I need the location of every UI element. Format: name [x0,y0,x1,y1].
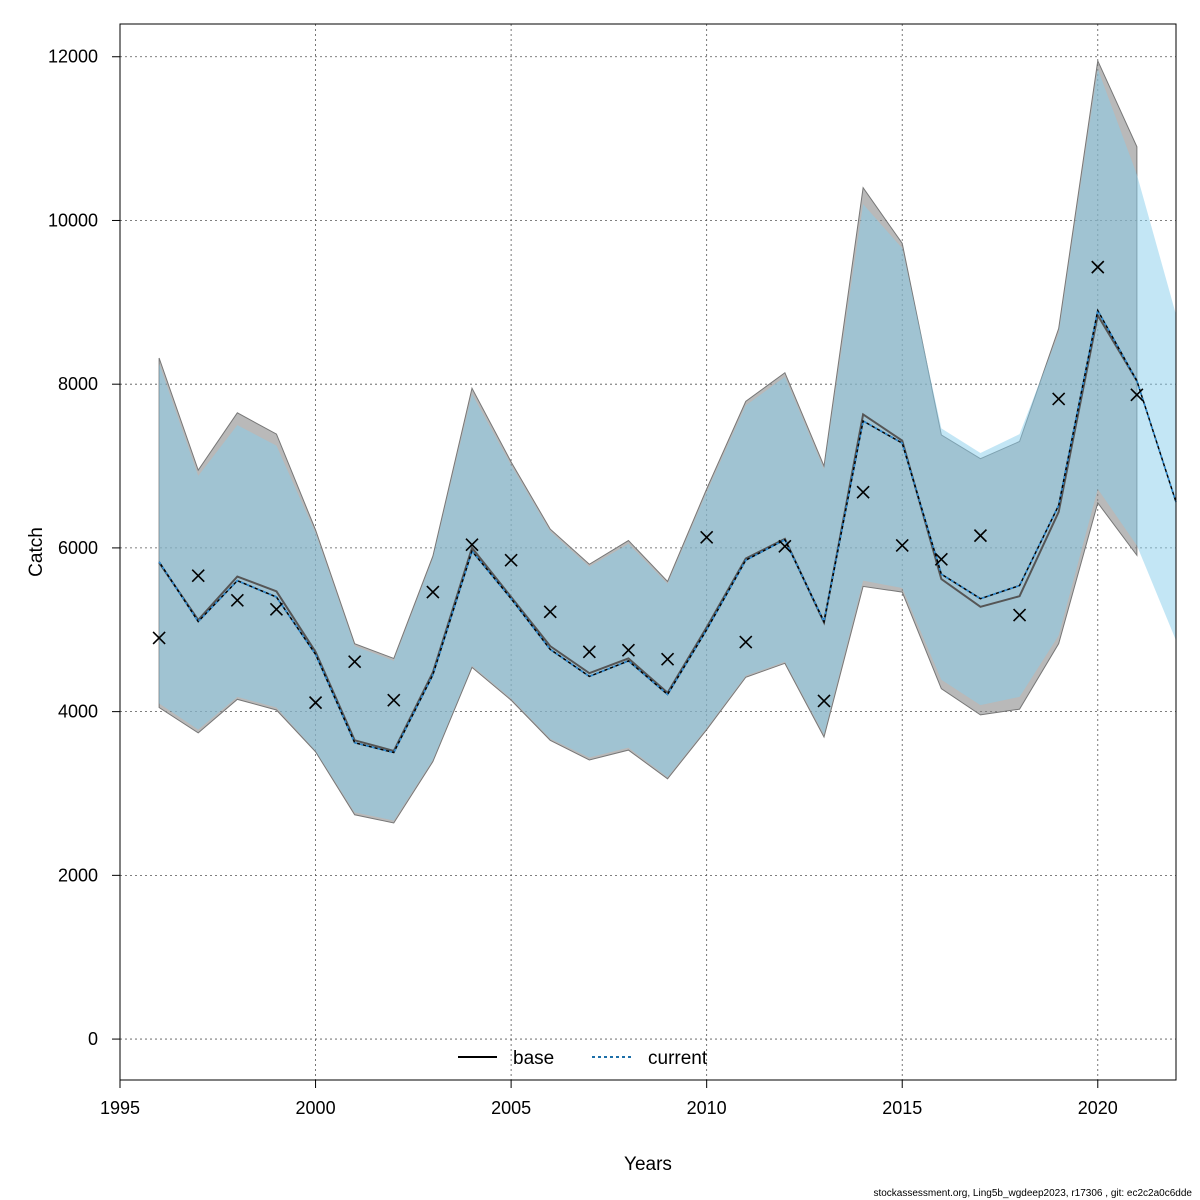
observed-point [856,485,870,499]
observed-point [895,538,909,553]
observed-point [582,645,596,659]
observed-markers [152,260,1144,710]
observed-point [1012,608,1027,622]
observed-point [973,529,988,543]
observed-point [191,569,205,583]
observed-point-stroke [543,605,557,619]
x-axis-title: Years [624,1154,672,1175]
observed-point [621,643,636,657]
observed-point-stroke [778,539,792,553]
observed-point-stroke [504,553,518,567]
observed-point-stroke [660,652,675,666]
observed-point [387,693,401,707]
y-tick-label: 4000 [58,702,98,722]
observed-point-stroke [934,552,948,566]
y-tick-label: 8000 [58,374,98,394]
footer-credit: stockassessment.org, Ling5b_wgdeep2023, … [873,1188,1192,1199]
x-tick-label: 2000 [296,1098,336,1118]
observed-point-stroke [191,569,205,583]
observed-point [230,593,244,607]
legend-label-current: current [648,1048,708,1069]
observed-point-stroke [856,485,870,499]
y-tick-label: 6000 [58,538,98,558]
observed-point-stroke [1091,260,1105,274]
y-tick-label: 2000 [58,865,98,885]
observed-point [1091,260,1105,274]
observed-point [700,530,714,544]
observed-point [778,539,792,553]
observed-point-stroke [426,585,440,599]
observed-point-stroke [973,529,988,543]
observed-point-stroke [1130,388,1144,402]
observed-point-stroke [895,538,909,553]
legend-label-base: base [513,1048,554,1069]
observed-point [426,585,440,599]
observed-point-stroke [387,693,401,707]
y-tick-label: 10000 [48,210,98,230]
observed-point-stroke [1052,392,1066,406]
observed-point [817,694,831,708]
observed-point [308,696,323,710]
observed-point [739,635,753,649]
band-current [159,69,1177,821]
observed-point-stroke [739,635,753,649]
observed-point [504,553,518,567]
x-axis: 1995 2000 2005 2010 2015 2020 [100,1079,1118,1118]
y-axis: 0 2000 4000 6000 8000 10000 12000 [48,47,120,1049]
observed-point [152,631,166,645]
confidence-bands [158,59,1177,824]
x-tick-label: 2010 [687,1098,727,1118]
observed-point-stroke [817,694,831,708]
observed-point-stroke [621,643,636,657]
observed-point-stroke [582,645,596,659]
observed-point-stroke [348,655,362,669]
y-tick-label: 12000 [48,47,98,67]
observed-point [660,652,675,666]
line-current [158,308,1177,754]
series-lines [158,308,1177,754]
line-base [158,312,1138,753]
observed-point-stroke [152,631,166,645]
observed-point-stroke [230,593,244,607]
observed-point-stroke [465,538,479,552]
y-tick-label: 0 [88,1029,98,1049]
observed-point [348,655,362,669]
y-axis-title: Catch [26,527,47,577]
x-tick-label: 2020 [1078,1098,1118,1118]
observed-point [543,605,557,619]
observed-point [1052,392,1066,406]
observed-point [1130,388,1144,402]
observed-point [269,602,284,616]
observed-point-stroke [269,602,284,616]
observed-point-stroke [1012,608,1027,622]
observed-point [465,538,479,552]
x-tick-label: 1995 [100,1098,140,1118]
x-tick-label: 2015 [882,1098,922,1118]
legend: base current [458,1048,708,1069]
x-tick-label: 2005 [491,1098,531,1118]
observed-point [934,552,948,566]
observed-point-stroke [700,530,714,544]
observed-point-stroke [308,696,323,710]
